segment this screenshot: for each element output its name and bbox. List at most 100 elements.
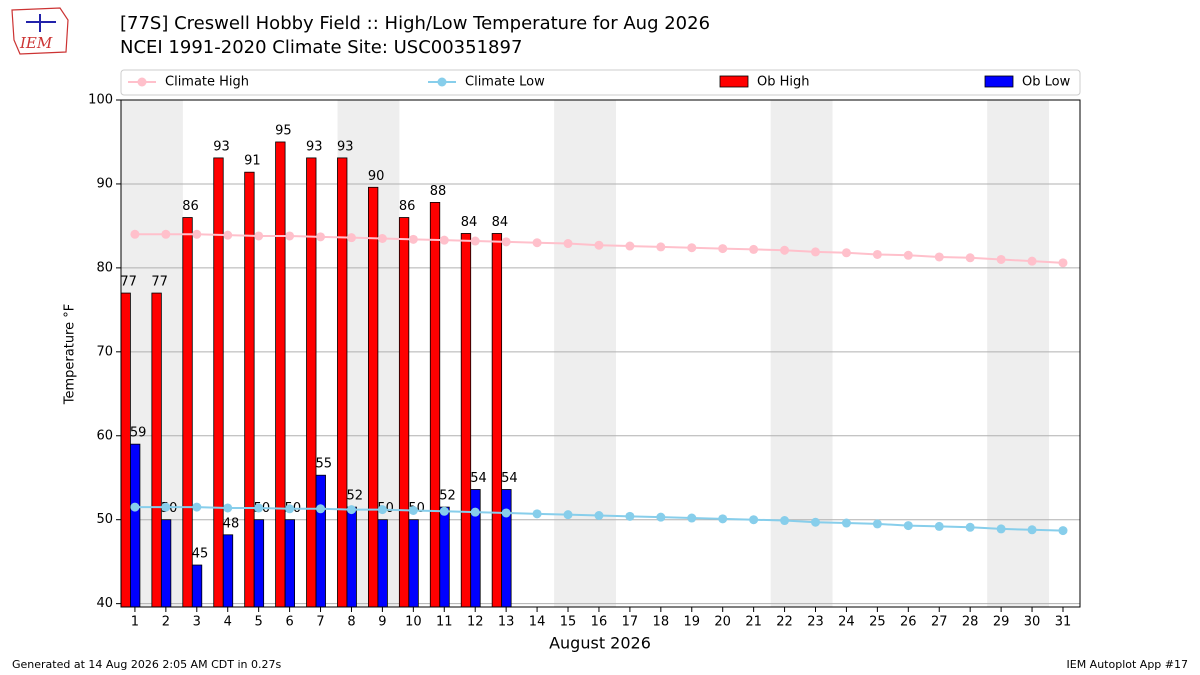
logo-text: IEM (19, 34, 53, 52)
legend-marker (437, 77, 447, 87)
point (656, 512, 666, 522)
point (934, 252, 944, 262)
point (563, 510, 573, 520)
data-label: 86 (399, 199, 416, 214)
point (934, 521, 944, 531)
point (470, 236, 480, 246)
data-label: 48 (223, 516, 240, 531)
point (470, 507, 480, 517)
point (594, 511, 604, 521)
point (161, 502, 171, 512)
x-tick-label: 17 (622, 615, 639, 630)
point (1027, 256, 1037, 266)
data-label: 54 (501, 471, 518, 486)
y-tick-label: 60 (96, 428, 113, 443)
point (965, 253, 975, 263)
legend-label: Climate High (165, 75, 249, 90)
bar (315, 474, 326, 608)
bar (470, 489, 481, 608)
bar (346, 506, 357, 608)
x-tick-label: 28 (962, 615, 979, 630)
y-tick-label: 80 (96, 260, 113, 275)
bar (130, 443, 141, 608)
x-tick-label: 29 (993, 615, 1010, 630)
point (1058, 258, 1068, 268)
point (408, 234, 418, 244)
point (903, 521, 913, 531)
data-label: 93 (337, 139, 354, 154)
point (563, 239, 573, 249)
data-label: 59 (130, 426, 147, 441)
x-tick-label: 7 (316, 615, 324, 630)
point (408, 505, 418, 515)
point (501, 508, 511, 518)
point (687, 243, 697, 253)
legend-label: Ob High (757, 75, 810, 90)
point (903, 250, 913, 260)
point (346, 233, 356, 243)
x-tick-label: 25 (869, 615, 886, 630)
point (996, 254, 1006, 264)
bar (439, 506, 450, 608)
bar (284, 519, 295, 608)
point (130, 229, 140, 239)
data-label: 84 (492, 215, 509, 230)
x-tick-label: 16 (591, 615, 608, 630)
point (965, 522, 975, 532)
y-tick-label: 70 (96, 344, 113, 359)
legend-box (120, 69, 1081, 96)
legend-label: Ob Low (1022, 75, 1071, 90)
point (346, 505, 356, 515)
x-tick-label: 10 (405, 615, 422, 630)
bar (377, 519, 388, 608)
bar (408, 519, 419, 608)
point (285, 231, 295, 241)
legend-swatch (984, 75, 1014, 88)
x-tick-label: 6 (285, 615, 293, 630)
point (130, 502, 140, 512)
point (316, 504, 326, 514)
data-label: 84 (461, 215, 478, 230)
point (780, 245, 790, 255)
point (625, 241, 635, 251)
point (316, 232, 326, 242)
logo: IEM (11, 7, 69, 55)
bar (120, 292, 131, 608)
x-tick-label: 5 (255, 615, 263, 630)
x-tick-label: 24 (838, 615, 855, 630)
point (439, 235, 449, 245)
bar (429, 202, 441, 608)
chart-subtitle: NCEI 1991-2020 Climate Site: USC00351897 (120, 37, 522, 58)
point (872, 249, 882, 259)
x-axis-label: August 2026 (549, 634, 651, 653)
x-tick-label: 20 (714, 615, 731, 630)
bar (306, 157, 317, 608)
point (439, 506, 449, 516)
bar (491, 233, 503, 608)
footer-left: Generated at 14 Aug 2026 2:05 AM CDT in … (12, 658, 281, 671)
axes-frame (120, 99, 1081, 608)
point (1027, 525, 1037, 535)
data-label: 52 (439, 489, 456, 504)
point (532, 238, 542, 248)
bar (222, 534, 234, 608)
point (625, 511, 635, 521)
x-tick-label: 1 (131, 615, 139, 630)
y-axis-label: Temperature °F (63, 304, 78, 405)
x-tick-label: 15 (560, 615, 577, 630)
data-label: 77 (151, 275, 168, 290)
x-tick-label: 27 (931, 615, 948, 630)
data-label: 93 (213, 139, 230, 154)
point (656, 242, 666, 252)
point (811, 517, 821, 527)
weekend-band (554, 100, 616, 607)
data-label: 90 (368, 169, 385, 184)
x-tick-label: 13 (498, 615, 515, 630)
point (192, 229, 202, 239)
bar (275, 141, 286, 608)
data-label: 55 (316, 457, 333, 472)
x-tick-label: 31 (1055, 615, 1072, 630)
data-label: 45 (192, 547, 209, 562)
x-tick-label: 23 (807, 615, 824, 630)
x-tick-label: 12 (467, 615, 484, 630)
